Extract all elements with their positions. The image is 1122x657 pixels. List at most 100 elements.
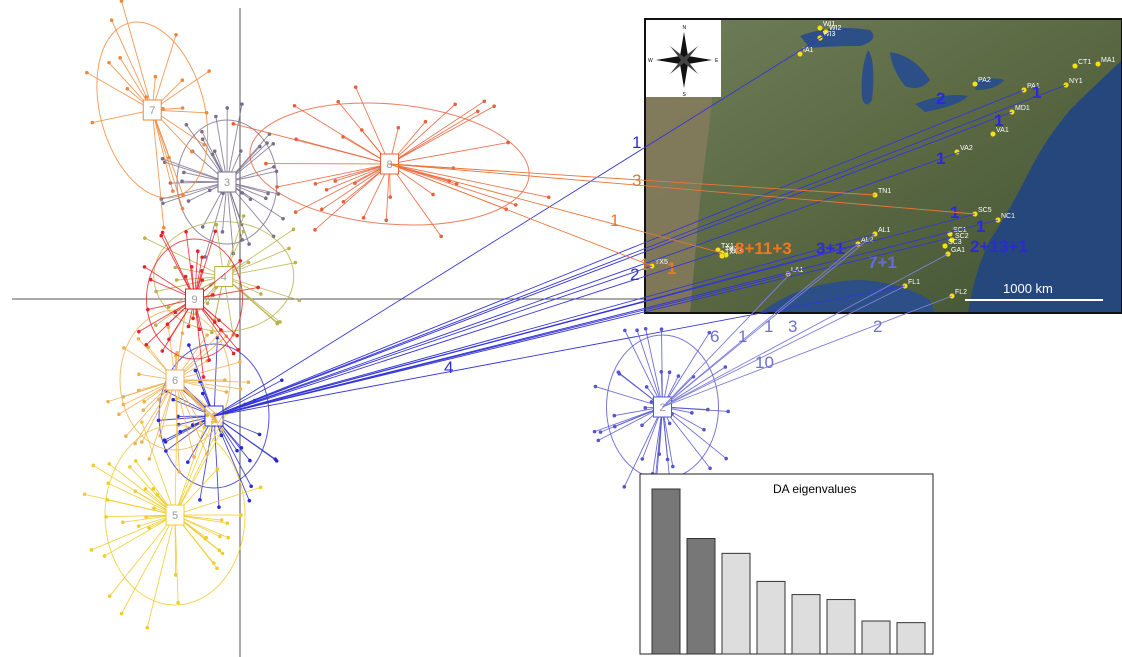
map-count-label: 8+11+3 <box>735 239 792 258</box>
cluster-4-point <box>214 222 219 227</box>
map-count-label: 1 <box>994 111 1003 130</box>
cluster-8-spoke <box>315 163 390 185</box>
cluster-2-spoke <box>595 386 663 408</box>
cluster-7-spoke <box>86 72 153 111</box>
cluster-1-point <box>248 458 252 463</box>
cluster-2-point <box>676 374 681 378</box>
cluster-4-spoke <box>223 276 300 301</box>
cluster-8-point <box>324 188 329 192</box>
map-count-label: 7+1 <box>868 253 897 272</box>
cluster-1-spoke <box>213 415 277 462</box>
cluster-9-point <box>236 347 240 352</box>
cluster-ellipse-9 <box>146 238 243 360</box>
link-line-cluster-8 <box>389 163 653 267</box>
link-label: 1 <box>610 211 619 230</box>
eigenvalue-bars <box>651 488 926 655</box>
cluster-ellipse-7 <box>96 21 209 199</box>
cluster-5-point <box>102 554 107 558</box>
map-site-pa2 <box>972 81 978 87</box>
cluster-6-spoke <box>148 379 176 460</box>
cluster-8-spoke <box>389 142 509 165</box>
cluster-4-spoke <box>223 248 290 277</box>
cluster-1-point <box>217 505 221 509</box>
map-site-label: FL1 <box>908 279 920 286</box>
cluster-8-spoke <box>276 163 390 188</box>
cluster-4-point <box>275 320 280 325</box>
cluster-5: 5 <box>82 396 263 630</box>
cluster-9-point <box>212 320 217 324</box>
cluster-2-point <box>598 430 603 434</box>
link-line-cluster-2 <box>662 273 791 408</box>
cluster-3-spoke <box>226 104 243 183</box>
cluster-5-point <box>226 535 231 540</box>
cluster-2-spoke <box>624 330 663 408</box>
map-site-sc3 <box>942 243 948 249</box>
cluster-3-point <box>240 238 244 242</box>
cluster-2-point <box>593 384 598 389</box>
cluster-3-point <box>214 114 218 119</box>
cluster-7-point <box>153 74 158 79</box>
cluster-3-point <box>212 149 217 153</box>
cluster-ellipse-1 <box>158 343 270 489</box>
map-site-ct1 <box>1072 63 1078 69</box>
cluster-7-point <box>125 86 130 91</box>
cluster-5-point <box>225 521 230 525</box>
cluster-8-point <box>275 185 279 189</box>
cluster-8-point <box>431 192 435 197</box>
cluster-6-point <box>238 360 242 364</box>
link-line-cluster-8 <box>389 163 723 254</box>
cluster-7-label: 7 <box>149 105 155 117</box>
link-line-cluster-1 <box>213 243 859 417</box>
cluster-6-point <box>137 372 141 377</box>
cluster-2-spoke <box>623 406 663 488</box>
link-label: 1 <box>738 327 747 346</box>
cluster-2-spoke <box>636 330 663 408</box>
cluster-8-point <box>264 161 268 166</box>
cluster-5-spoke <box>174 413 227 516</box>
cluster-8-point <box>384 218 389 223</box>
cluster-9-point <box>167 337 171 342</box>
cluster-5-point <box>202 425 206 430</box>
cluster-4-point <box>166 305 171 309</box>
cluster-5-spoke <box>174 514 179 603</box>
cluster-9-point <box>195 249 200 253</box>
cluster-4-point <box>241 229 246 234</box>
link-label: 2 <box>873 317 882 336</box>
cluster-5-spoke <box>174 486 261 516</box>
cluster-4-point <box>205 301 210 306</box>
cluster-5-point <box>215 467 220 471</box>
cluster-9-point <box>137 329 141 334</box>
cluster-5-point <box>107 594 112 598</box>
cluster-5-spoke <box>106 514 176 518</box>
map-site-va1 <box>990 131 996 137</box>
cluster-1-point <box>171 397 175 402</box>
link-label: 10 <box>755 353 774 372</box>
cluster-7: 7 <box>85 0 211 230</box>
scale-label: 1000 km <box>1003 281 1053 296</box>
cluster-8-point <box>360 128 364 132</box>
cluster-8-point <box>336 99 341 104</box>
cluster-9-label-box <box>185 288 204 310</box>
cluster-5-point <box>133 459 138 463</box>
cluster-8-point <box>513 203 518 207</box>
cluster-1-point <box>247 498 252 503</box>
cluster-8-spoke <box>389 163 442 237</box>
cluster-6-spoke <box>174 379 195 458</box>
cluster-7-point <box>161 107 165 111</box>
link-label: 1 <box>640 255 649 274</box>
map-site-label: TX3 <box>729 248 742 255</box>
cluster-6-point <box>133 441 137 446</box>
cluster-6-point <box>136 337 141 341</box>
cluster-2-point <box>724 456 728 461</box>
cluster-7-point <box>144 95 149 99</box>
cluster-6-point <box>122 346 126 350</box>
map-site-label: WI2 <box>829 25 842 32</box>
cluster-3-point <box>220 230 225 234</box>
cluster-3-label: 3 <box>224 177 230 189</box>
map-site-pa1 <box>1021 87 1027 93</box>
cluster-8-point <box>313 228 317 232</box>
cluster-5-spoke <box>104 514 176 557</box>
link-line-cluster-1 <box>213 251 721 417</box>
cluster-2-point <box>690 411 694 415</box>
cluster-5-point <box>136 524 141 528</box>
